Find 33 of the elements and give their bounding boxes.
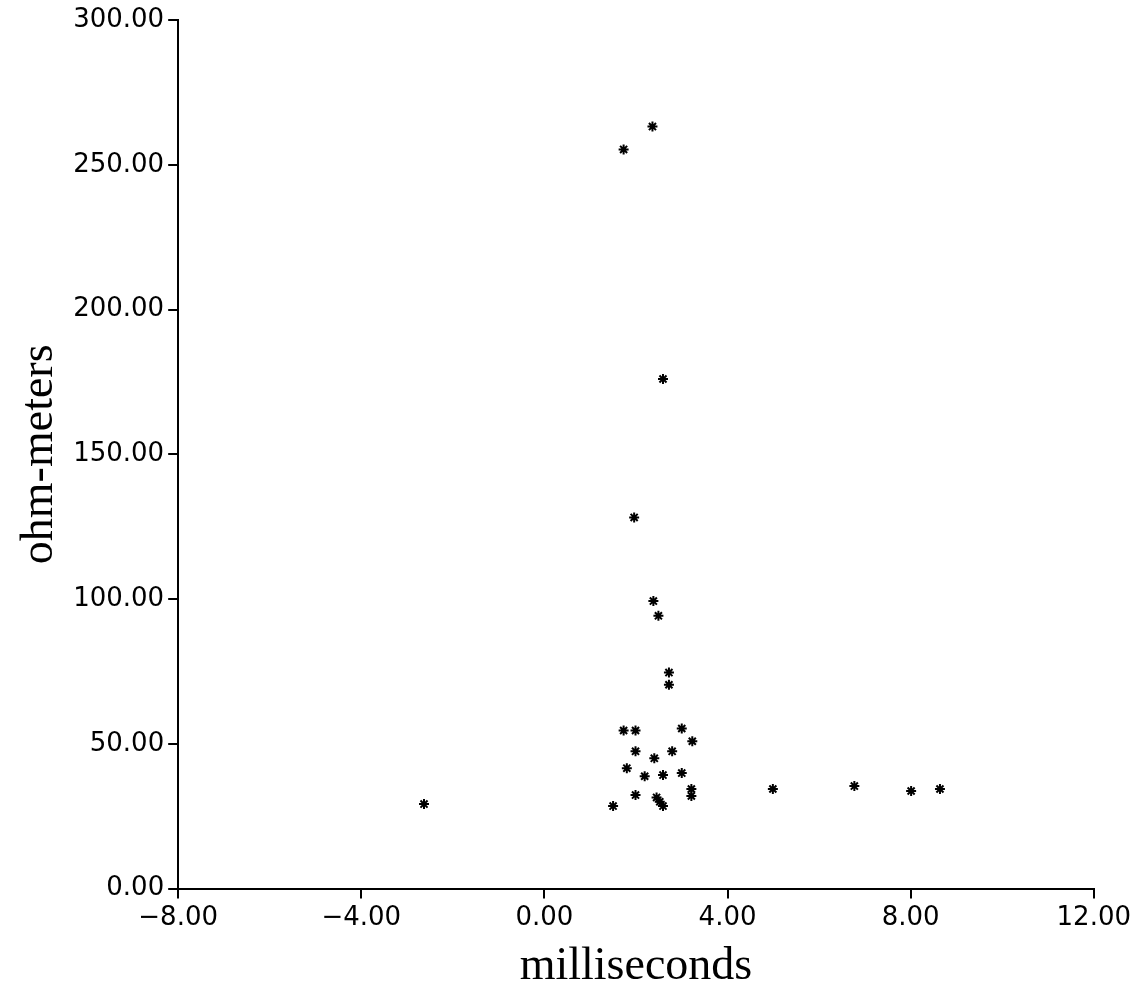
y-tick-label: 50.00 xyxy=(89,726,165,757)
point xyxy=(648,752,661,765)
point xyxy=(646,120,659,133)
point xyxy=(650,791,663,804)
y-tick-label: 200.00 xyxy=(73,292,165,323)
y-tick-label: 100.00 xyxy=(73,581,165,612)
point xyxy=(686,735,699,748)
point xyxy=(662,666,675,679)
x-tick-label: 4.00 xyxy=(698,900,757,931)
point xyxy=(628,511,641,524)
point xyxy=(652,609,665,622)
y-tick-label: 250.00 xyxy=(73,147,165,178)
y-tick-label: 150.00 xyxy=(73,437,165,468)
x-axis-title: milliseconds xyxy=(519,938,753,990)
point xyxy=(766,783,779,795)
point xyxy=(620,762,633,775)
point xyxy=(933,783,946,795)
point xyxy=(629,745,642,758)
point xyxy=(617,143,630,156)
point xyxy=(638,770,651,783)
x-tick-label: −8.00 xyxy=(138,900,219,931)
y-tick-label: 0.00 xyxy=(106,871,165,902)
point xyxy=(666,745,679,758)
y-tick-label: 300.00 xyxy=(73,2,165,33)
point xyxy=(662,678,675,691)
point xyxy=(675,722,688,735)
y-axis-title: ohm-meters xyxy=(10,344,62,565)
x-tick-label: 8.00 xyxy=(881,900,940,931)
point xyxy=(617,724,630,737)
point xyxy=(629,724,642,737)
x-tick-label: −4.00 xyxy=(321,900,402,931)
x-tick-label: 12.00 xyxy=(1056,900,1131,931)
x-tick-label: 0.00 xyxy=(515,900,574,931)
